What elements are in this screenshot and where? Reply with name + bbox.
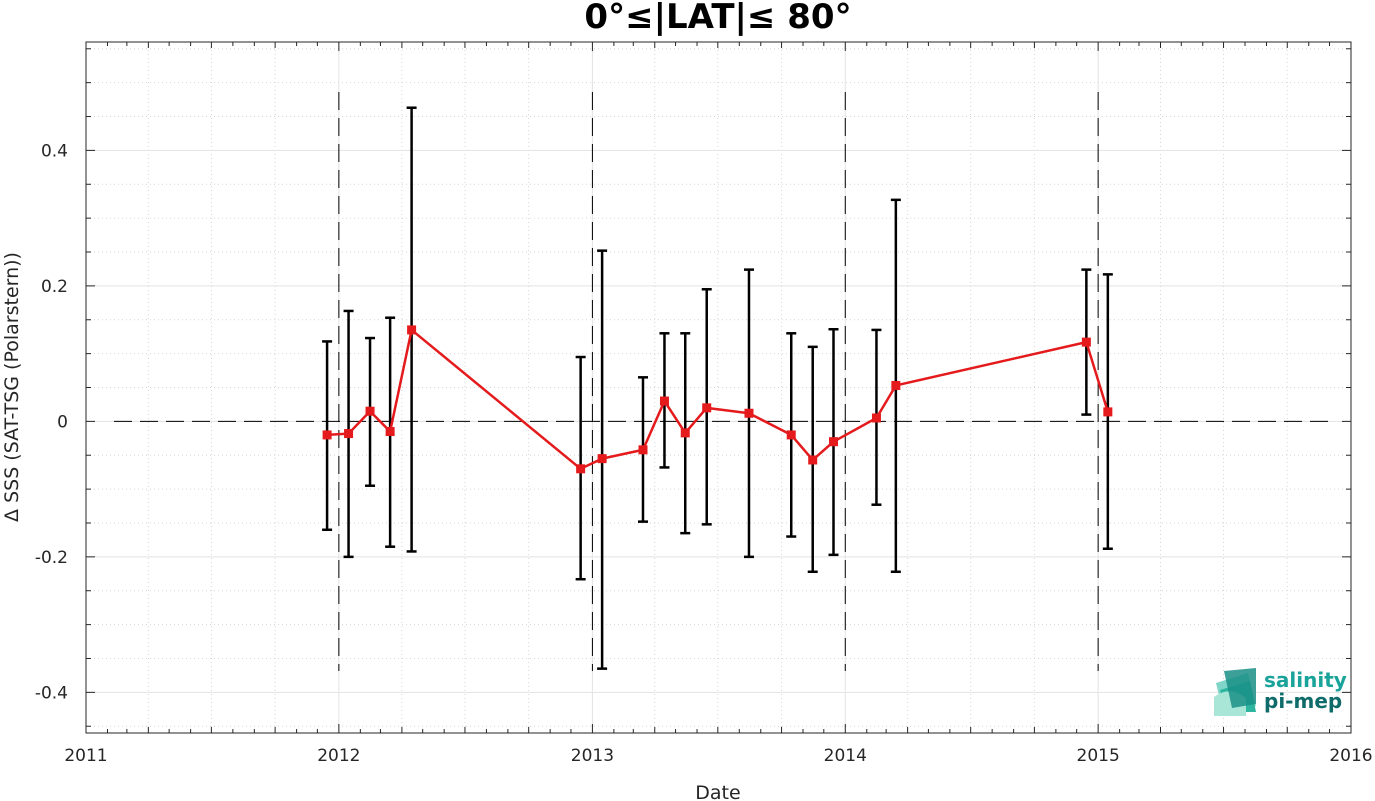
y-tick-label: -0.4	[35, 683, 68, 703]
data-point	[1103, 407, 1113, 417]
data-point	[638, 445, 648, 455]
x-tick-label: 2011	[64, 746, 107, 766]
reference-lines	[114, 92, 1329, 671]
tick-labels: 2011 2012 2013 2014 2015 2016 -0.4 -0.2 0 0.2 0.4	[35, 141, 1373, 766]
y-axis-label: Δ SSS (SAT-TSG (Polarstern))	[1, 252, 23, 522]
y-tick-label: 0	[57, 412, 68, 432]
data-point	[322, 430, 332, 440]
x-tick-label: 2015	[1077, 746, 1120, 766]
data-point	[744, 408, 754, 418]
data-point	[1081, 337, 1091, 347]
data-point	[680, 428, 690, 438]
data-point	[659, 396, 669, 406]
axes	[85, 41, 1352, 734]
y-tick-label: -0.2	[35, 548, 68, 568]
x-tick-label: 2012	[317, 746, 360, 766]
grid	[85, 42, 1352, 733]
data-point	[385, 427, 395, 437]
data-point	[407, 325, 417, 335]
data-point	[597, 454, 607, 464]
chart-title: 0°≤|LAT|≤ 80°	[584, 0, 851, 37]
x-tick-label: 2013	[571, 746, 614, 766]
x-axis-label: Date	[695, 782, 740, 801]
x-tick-label: 2016	[1329, 746, 1372, 766]
data-point	[891, 380, 901, 390]
data-point	[344, 429, 354, 439]
data-point	[808, 455, 818, 465]
logo-mark-icon	[1214, 668, 1256, 716]
data-point	[829, 437, 838, 447]
salinity-pimep-logo: salinity pi-mep	[1214, 668, 1347, 716]
y-tick-label: 0.4	[41, 141, 68, 161]
data-point	[871, 413, 881, 423]
error-bars	[322, 106, 1113, 670]
markers	[322, 325, 1113, 474]
data-point	[365, 406, 375, 416]
logo-text-pimep: pi-mep	[1264, 689, 1342, 713]
x-tick-label: 2014	[824, 746, 867, 766]
data-point	[576, 464, 586, 474]
data-point	[786, 430, 796, 440]
data-point	[702, 403, 712, 413]
y-tick-label: 0.2	[41, 277, 68, 297]
logo-text-salinity: salinity	[1264, 668, 1347, 692]
